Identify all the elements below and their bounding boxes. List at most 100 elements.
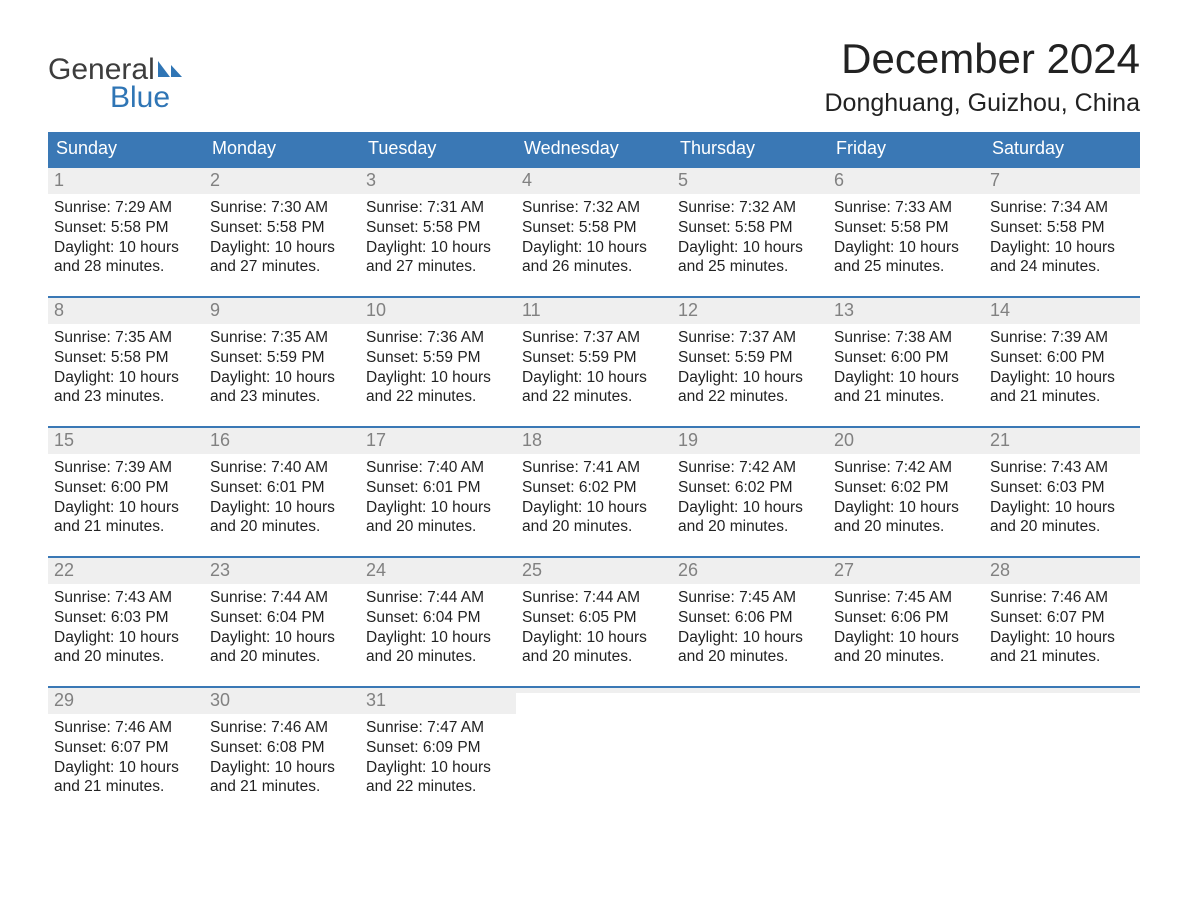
day-header: Thursday (672, 132, 828, 166)
day-number: 8 (48, 298, 204, 324)
day-body: Sunrise: 7:40 AMSunset: 6:01 PMDaylight:… (360, 454, 516, 545)
day-number: 7 (984, 168, 1140, 194)
calendar-cell (984, 688, 1140, 816)
day-body: Sunrise: 7:45 AMSunset: 6:06 PMDaylight:… (828, 584, 984, 675)
sunset-line: Sunset: 6:00 PM (54, 478, 198, 498)
day-body: Sunrise: 7:43 AMSunset: 6:03 PMDaylight:… (984, 454, 1140, 545)
sunset-line: Sunset: 6:07 PM (54, 738, 198, 758)
sunset-line: Sunset: 6:00 PM (990, 348, 1134, 368)
calendar-cell: 29Sunrise: 7:46 AMSunset: 6:07 PMDayligh… (48, 688, 204, 816)
sunset-line: Sunset: 5:59 PM (366, 348, 510, 368)
daylight-line-2: and 20 minutes. (834, 517, 978, 537)
daylight-line-1: Daylight: 10 hours (522, 498, 666, 518)
calendar-cell: 5Sunrise: 7:32 AMSunset: 5:58 PMDaylight… (672, 168, 828, 296)
day-number: 30 (204, 688, 360, 714)
brand-logo: General Blue (48, 53, 184, 115)
day-body: Sunrise: 7:33 AMSunset: 5:58 PMDaylight:… (828, 194, 984, 285)
day-number: 29 (48, 688, 204, 714)
daylight-line-1: Daylight: 10 hours (990, 498, 1134, 518)
sunset-line: Sunset: 6:04 PM (366, 608, 510, 628)
daylight-line-1: Daylight: 10 hours (834, 498, 978, 518)
daylight-line-1: Daylight: 10 hours (210, 628, 354, 648)
day-body: Sunrise: 7:34 AMSunset: 5:58 PMDaylight:… (984, 194, 1140, 285)
sunset-line: Sunset: 5:59 PM (522, 348, 666, 368)
sunset-line: Sunset: 5:58 PM (366, 218, 510, 238)
calendar-cell: 17Sunrise: 7:40 AMSunset: 6:01 PMDayligh… (360, 428, 516, 556)
calendar-cell (516, 688, 672, 816)
day-number: 13 (828, 298, 984, 324)
daylight-line-1: Daylight: 10 hours (990, 238, 1134, 258)
day-number: 15 (48, 428, 204, 454)
daylight-line-2: and 20 minutes. (990, 517, 1134, 537)
day-number: 31 (360, 688, 516, 714)
sunset-line: Sunset: 5:58 PM (54, 348, 198, 368)
daylight-line-2: and 23 minutes. (210, 387, 354, 407)
day-number: 6 (828, 168, 984, 194)
sunrise-line: Sunrise: 7:31 AM (366, 198, 510, 218)
day-number: 14 (984, 298, 1140, 324)
daylight-line-2: and 21 minutes. (54, 777, 198, 797)
sunset-line: Sunset: 5:59 PM (678, 348, 822, 368)
sunrise-line: Sunrise: 7:36 AM (366, 328, 510, 348)
daylight-line-2: and 20 minutes. (834, 647, 978, 667)
sunrise-line: Sunrise: 7:47 AM (366, 718, 510, 738)
sunrise-line: Sunrise: 7:38 AM (834, 328, 978, 348)
sunrise-line: Sunrise: 7:46 AM (54, 718, 198, 738)
sunrise-line: Sunrise: 7:39 AM (54, 458, 198, 478)
sunrise-line: Sunrise: 7:39 AM (990, 328, 1134, 348)
day-body: Sunrise: 7:42 AMSunset: 6:02 PMDaylight:… (828, 454, 984, 545)
day-header: Monday (204, 132, 360, 166)
sunrise-line: Sunrise: 7:44 AM (522, 588, 666, 608)
calendar-cell: 25Sunrise: 7:44 AMSunset: 6:05 PMDayligh… (516, 558, 672, 686)
day-body: Sunrise: 7:35 AMSunset: 5:59 PMDaylight:… (204, 324, 360, 415)
day-body: Sunrise: 7:29 AMSunset: 5:58 PMDaylight:… (48, 194, 204, 285)
day-body (672, 693, 828, 705)
sunset-line: Sunset: 6:05 PM (522, 608, 666, 628)
calendar-week: 8Sunrise: 7:35 AMSunset: 5:58 PMDaylight… (48, 296, 1140, 426)
sunset-line: Sunset: 5:58 PM (678, 218, 822, 238)
day-body: Sunrise: 7:46 AMSunset: 6:07 PMDaylight:… (984, 584, 1140, 675)
sunrise-line: Sunrise: 7:45 AM (678, 588, 822, 608)
calendar-cell: 20Sunrise: 7:42 AMSunset: 6:02 PMDayligh… (828, 428, 984, 556)
day-body: Sunrise: 7:37 AMSunset: 5:59 PMDaylight:… (672, 324, 828, 415)
daylight-line-1: Daylight: 10 hours (54, 368, 198, 388)
calendar-cell: 9Sunrise: 7:35 AMSunset: 5:59 PMDaylight… (204, 298, 360, 426)
sunrise-line: Sunrise: 7:42 AM (834, 458, 978, 478)
calendar-cell: 30Sunrise: 7:46 AMSunset: 6:08 PMDayligh… (204, 688, 360, 816)
calendar-cell: 14Sunrise: 7:39 AMSunset: 6:00 PMDayligh… (984, 298, 1140, 426)
day-header: Tuesday (360, 132, 516, 166)
calendar-cell (828, 688, 984, 816)
day-body: Sunrise: 7:44 AMSunset: 6:04 PMDaylight:… (204, 584, 360, 675)
sunrise-line: Sunrise: 7:44 AM (210, 588, 354, 608)
daylight-line-1: Daylight: 10 hours (366, 758, 510, 778)
calendar-cell: 19Sunrise: 7:42 AMSunset: 6:02 PMDayligh… (672, 428, 828, 556)
daylight-line-2: and 25 minutes. (834, 257, 978, 277)
day-body: Sunrise: 7:43 AMSunset: 6:03 PMDaylight:… (48, 584, 204, 675)
calendar-cell (672, 688, 828, 816)
day-number: 2 (204, 168, 360, 194)
sunrise-line: Sunrise: 7:46 AM (990, 588, 1134, 608)
sunset-line: Sunset: 6:01 PM (366, 478, 510, 498)
day-number: 26 (672, 558, 828, 584)
daylight-line-1: Daylight: 10 hours (210, 368, 354, 388)
sunrise-line: Sunrise: 7:42 AM (678, 458, 822, 478)
daylight-line-1: Daylight: 10 hours (522, 368, 666, 388)
day-body: Sunrise: 7:41 AMSunset: 6:02 PMDaylight:… (516, 454, 672, 545)
sunset-line: Sunset: 5:58 PM (834, 218, 978, 238)
header: General Blue December 2024 Donghuang, Gu… (48, 35, 1140, 118)
sunset-line: Sunset: 5:58 PM (210, 218, 354, 238)
daylight-line-1: Daylight: 10 hours (54, 628, 198, 648)
calendar-cell: 12Sunrise: 7:37 AMSunset: 5:59 PMDayligh… (672, 298, 828, 426)
day-body: Sunrise: 7:47 AMSunset: 6:09 PMDaylight:… (360, 714, 516, 805)
day-number: 24 (360, 558, 516, 584)
daylight-line-2: and 25 minutes. (678, 257, 822, 277)
sunrise-line: Sunrise: 7:34 AM (990, 198, 1134, 218)
daylight-line-1: Daylight: 10 hours (678, 368, 822, 388)
sunrise-line: Sunrise: 7:41 AM (522, 458, 666, 478)
daylight-line-2: and 24 minutes. (990, 257, 1134, 277)
calendar-cell: 26Sunrise: 7:45 AMSunset: 6:06 PMDayligh… (672, 558, 828, 686)
daylight-line-2: and 21 minutes. (834, 387, 978, 407)
daylight-line-1: Daylight: 10 hours (678, 498, 822, 518)
sunrise-line: Sunrise: 7:40 AM (210, 458, 354, 478)
daylight-line-1: Daylight: 10 hours (834, 368, 978, 388)
